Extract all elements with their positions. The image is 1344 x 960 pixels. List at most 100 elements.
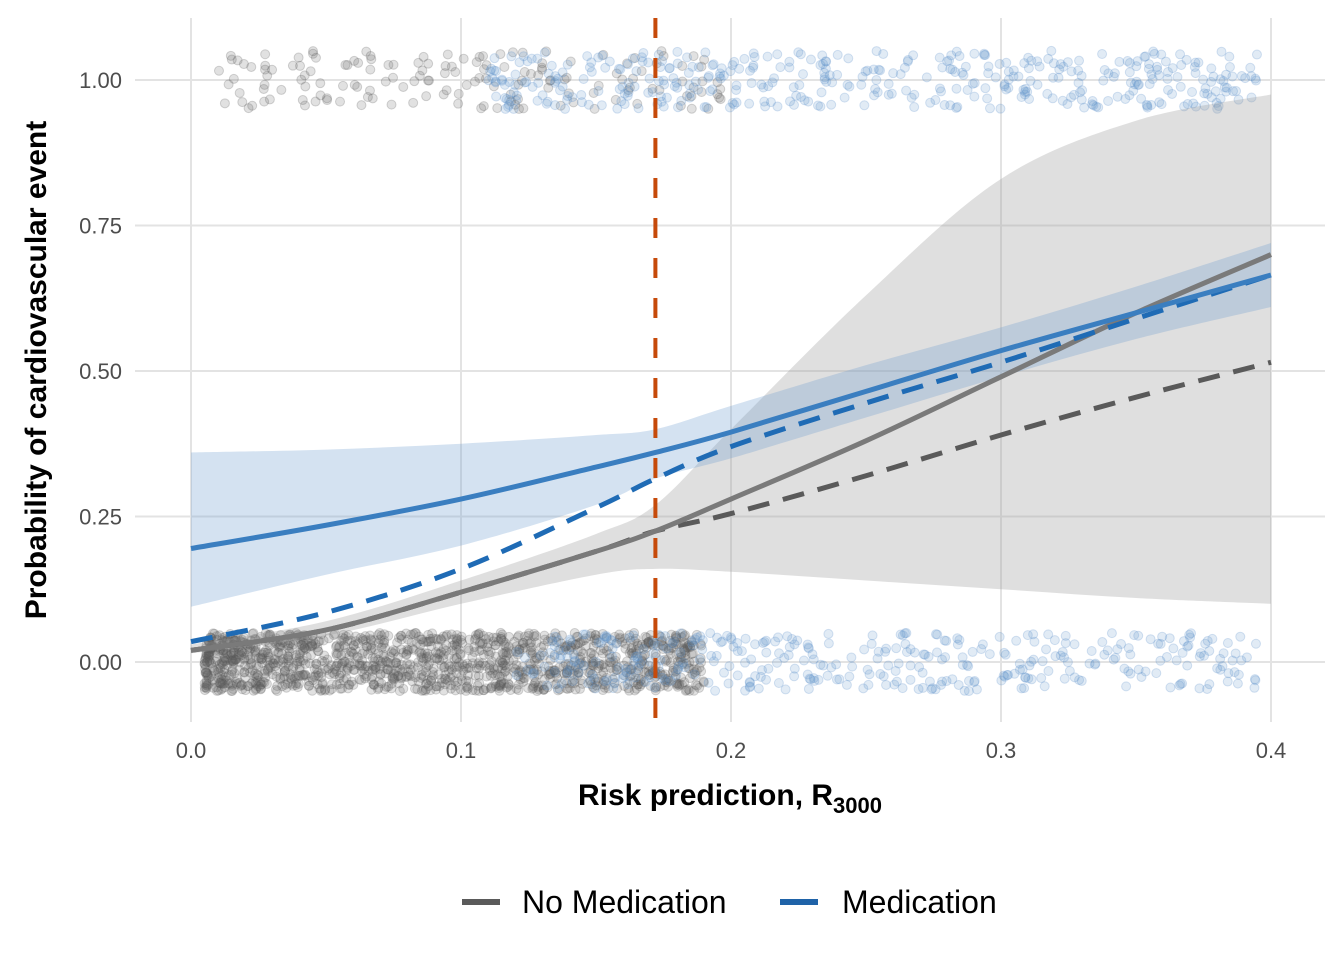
data-point [274,655,285,666]
data-point [380,656,391,667]
data-point [388,645,399,656]
data-point [639,667,650,678]
legend-item-no-medication[interactable]: No Medication [462,884,727,920]
data-point [680,630,691,641]
data-point [1174,680,1185,691]
data-point [379,635,390,646]
data-point [228,647,239,658]
data-point [1136,93,1147,104]
data-point [522,56,533,67]
data-point [250,677,261,688]
data-point [431,654,442,665]
data-point [789,639,800,650]
data-point [259,677,270,688]
data-point [216,674,227,685]
data-point [451,661,462,672]
data-point [421,684,432,695]
data-point [611,661,622,672]
data-point [667,638,678,649]
data-point [483,638,494,649]
data-point [201,651,212,662]
data-point [564,682,575,693]
data-point [283,651,294,662]
data-point [220,655,231,666]
data-point [633,673,644,684]
data-point [878,48,889,59]
data-point [511,670,522,681]
data-point [692,680,703,691]
data-point [773,677,784,688]
data-point [519,67,530,78]
data-point [331,641,342,652]
data-point [1103,95,1114,106]
data-point [537,680,548,691]
data-point [240,660,251,671]
data-point [360,673,371,684]
data-point [359,669,370,680]
data-point [676,632,687,643]
data-point [398,81,409,92]
data-point [674,680,685,691]
data-point [561,644,572,655]
data-point [428,670,439,681]
data-point [376,630,387,641]
data-point [404,670,415,681]
data-point [326,684,337,695]
data-point [618,660,629,671]
data-point [517,669,528,680]
data-point [658,640,669,651]
data-point [273,641,284,652]
data-point [362,648,373,659]
data-point [518,676,529,687]
data-point [483,646,494,657]
data-point [441,85,452,96]
data-point [805,54,816,65]
data-point [327,667,338,678]
data-point [458,53,469,64]
data-point [230,655,241,666]
data-point [430,647,441,658]
legend-item-medication[interactable]: Medication [780,884,997,920]
data-point [611,638,622,649]
data-point [438,685,449,696]
data-point [612,683,623,694]
data-point [376,678,387,689]
data-point [1086,645,1097,656]
data-point [270,654,281,665]
data-point [901,85,912,96]
data-point [480,660,491,671]
data-point [628,677,639,688]
data-point [308,635,319,646]
data-point [1076,70,1087,81]
data-point [340,59,351,70]
data-point [591,680,602,691]
data-point [527,649,538,660]
data-point [215,678,226,689]
data-point [201,682,212,693]
data-point [327,679,338,690]
data-point [338,640,349,651]
data-point [565,636,576,647]
data-point [671,633,682,644]
data-point [664,63,675,74]
data-point [663,673,674,684]
data-point [650,682,661,693]
data-point [373,648,384,659]
data-point [789,99,800,110]
data-point [480,683,491,694]
data-point [641,667,652,678]
data-point [334,673,345,684]
data-point [203,651,214,662]
data-point [572,663,583,674]
data-point [686,637,697,648]
data-point [298,670,309,681]
data-point [236,650,247,661]
data-point [643,637,654,648]
data-point [417,656,428,667]
data-point [624,671,635,682]
data-point [428,633,439,644]
data-point [475,660,486,671]
data-point [334,670,345,681]
data-point [226,654,237,665]
data-point [336,662,347,673]
